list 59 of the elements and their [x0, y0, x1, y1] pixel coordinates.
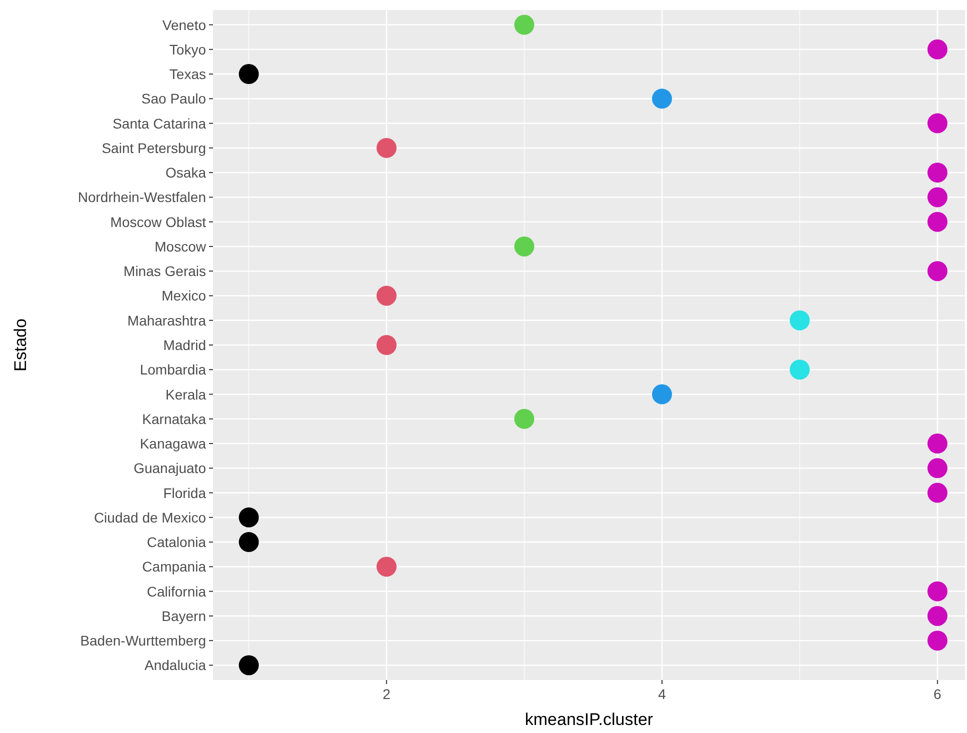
point — [927, 630, 948, 651]
point — [927, 482, 948, 503]
y-tick-label: Minas Gerais — [124, 263, 206, 280]
point — [927, 458, 948, 478]
point — [514, 14, 534, 35]
y-tick-label: Nordrhein-Westfalen — [78, 189, 206, 206]
y-tick-label: Texas — [169, 66, 206, 82]
x-axis-title: kmeansIP.cluster — [524, 710, 654, 729]
y-tick-label: Ciudad de Mexico — [94, 509, 206, 526]
y-tick-label: Mexico — [162, 288, 206, 304]
y-tick-label: Guanajuato — [134, 460, 206, 476]
y-tick-label: Veneto — [162, 16, 206, 33]
point — [376, 138, 397, 158]
y-tick-label: Catalonia — [146, 534, 206, 550]
y-axis-title: Estado — [11, 318, 30, 372]
point — [790, 310, 810, 330]
point — [238, 64, 259, 84]
point — [238, 507, 259, 528]
point — [927, 39, 948, 60]
y-tick-label: Osaka — [166, 164, 206, 181]
point — [927, 581, 948, 602]
point — [652, 88, 672, 109]
y-tick-label: Saint Petersburg — [102, 140, 206, 156]
y-tick-label: Moscow Oblast — [110, 214, 206, 230]
point — [376, 335, 397, 355]
y-tick-label: Bayern — [162, 608, 206, 624]
y-tick-label: Tokyo — [169, 41, 206, 58]
point — [376, 286, 397, 306]
x-tick-label: 6 — [934, 686, 942, 702]
point — [238, 655, 259, 676]
y-tick-label: Maharashtra — [127, 312, 206, 328]
y-tick-label: Madrid — [163, 337, 206, 353]
y-tick-label: Kerala — [166, 386, 206, 402]
point — [376, 556, 397, 577]
y-tick-label: Florida — [163, 484, 206, 501]
point — [238, 532, 259, 552]
y-tick-label: Moscow — [154, 238, 207, 254]
y-tick-label: Karnataka — [142, 410, 206, 427]
y-tick-label: Santa Catarina — [112, 115, 206, 132]
y-tick-label: Baden-Wurttemberg — [80, 632, 206, 649]
y-tick-label: Campania — [142, 558, 206, 575]
point — [927, 212, 948, 232]
point — [927, 113, 948, 134]
y-tick-label: California — [146, 583, 206, 600]
point — [927, 162, 948, 183]
y-tick-label: Andalucia — [144, 657, 206, 674]
x-tick-label: 2 — [382, 686, 391, 702]
y-tick-label: Sao Paulo — [141, 90, 206, 107]
point — [927, 261, 948, 282]
point — [514, 236, 534, 256]
y-tick-label: Lombardia — [140, 362, 206, 378]
point — [927, 434, 948, 454]
point — [927, 187, 948, 208]
point — [790, 360, 810, 380]
point — [514, 408, 534, 429]
x-tick-label: 4 — [658, 686, 666, 702]
y-tick-label: Kanagawa — [140, 436, 206, 452]
point — [652, 384, 672, 404]
point — [927, 606, 948, 626]
